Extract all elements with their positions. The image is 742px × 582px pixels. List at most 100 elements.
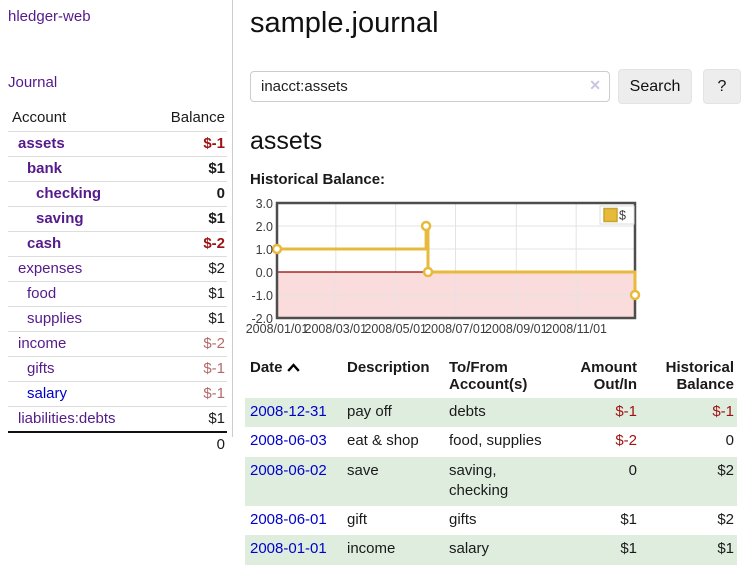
- transaction-accounts: saving, checking: [449, 461, 509, 499]
- transaction-balance: 0: [725, 432, 734, 450]
- transaction-date-link[interactable]: 2008-06-01: [250, 511, 327, 528]
- account-balance: $-2: [203, 235, 225, 252]
- chart-data-point: [420, 220, 432, 232]
- search-button[interactable]: Search: [618, 69, 692, 104]
- transaction-accounts: salary: [449, 540, 490, 558]
- account-row: bank $1: [8, 157, 227, 182]
- account-row: food $1: [8, 282, 227, 307]
- account-row: gifts $-1: [8, 357, 227, 382]
- sidebar-item-journal[interactable]: Journal: [8, 74, 58, 91]
- page-title: sample.journal: [250, 7, 439, 39]
- chart-data-point: [629, 289, 641, 301]
- account-link-cash[interactable]: cash: [27, 235, 62, 252]
- search-input[interactable]: [250, 71, 610, 102]
- transaction-balance: $1: [717, 540, 734, 558]
- chart-title: Historical Balance:: [250, 171, 386, 188]
- account-row: salary $-1: [8, 382, 227, 407]
- balance-chart-svg: $ 3.0 2.0 1.0 0.0 -1.0 -2.0 2008/01/01 2…: [246, 197, 641, 336]
- account-link-gifts[interactable]: gifts: [27, 360, 55, 377]
- transaction-date-link[interactable]: 2008-06-03: [250, 432, 327, 450]
- account-link-supplies[interactable]: supplies: [27, 310, 83, 327]
- account-link-bank[interactable]: bank: [27, 160, 63, 177]
- balance-column-header: Balance: [170, 109, 225, 126]
- account-balance: $-1: [203, 135, 225, 152]
- legend-label: $: [619, 209, 626, 223]
- account-link-liabilities-debts[interactable]: liabilities:debts: [18, 410, 116, 427]
- amount-column-header: Amount Out/In: [580, 359, 637, 393]
- y-tick: 0.0: [256, 266, 273, 280]
- chart-legend: $: [599, 205, 635, 225]
- transaction-balance: $2: [717, 461, 734, 479]
- register-row: 2008-06-01 gift gifts $1 $2: [245, 506, 737, 535]
- transaction-amount: 0: [628, 461, 637, 479]
- search-input-wrap: ✕: [250, 71, 610, 102]
- account-row: income $-2: [8, 332, 227, 357]
- x-tick: 2008/01/01: [246, 322, 309, 336]
- y-tick: 2.0: [256, 220, 273, 234]
- sidebar-divider: [232, 0, 233, 437]
- chart-x-axis: 2008/01/01 2008/03/01 2008/05/01 2008/07…: [246, 322, 607, 336]
- transaction-description: eat & shop: [347, 432, 419, 450]
- legend-swatch: [603, 207, 618, 223]
- transaction-date-link[interactable]: 2008-12-31: [250, 403, 327, 420]
- transaction-description: pay off: [347, 403, 392, 420]
- account-link-checking[interactable]: checking: [36, 185, 102, 202]
- account-link-income[interactable]: income: [18, 335, 67, 352]
- accounts-header-row: Account Balance: [8, 105, 227, 132]
- transaction-balance: $2: [717, 511, 734, 528]
- account-link-food[interactable]: food: [27, 285, 57, 302]
- clear-search-icon[interactable]: ✕: [589, 77, 601, 93]
- transaction-description: gift: [347, 511, 368, 528]
- transaction-accounts: food, supplies: [449, 432, 542, 450]
- y-tick: 3.0: [256, 197, 273, 211]
- transaction-description: income: [347, 540, 396, 558]
- register-row: 2008-12-31 pay off debts $-1 $-1: [245, 398, 737, 428]
- account-link-expenses[interactable]: expenses: [18, 260, 83, 277]
- account-balance: 0: [216, 185, 225, 202]
- y-tick: 1.0: [256, 243, 273, 257]
- sidebar: hledger-web Journal Account Balance asse…: [8, 8, 227, 457]
- brand-link[interactable]: hledger-web: [8, 8, 91, 25]
- accounts-total-row: 0: [8, 431, 227, 457]
- register-row: 2008-01-01 income salary $1 $1: [245, 535, 737, 565]
- accounts-table: Account Balance assets $-1 bank $1 checkin…: [8, 105, 227, 457]
- x-tick: 2008/11/01: [545, 322, 607, 336]
- accounts-total-balance: 0: [148, 431, 227, 457]
- account-balance: $-1: [203, 360, 225, 377]
- account-row: liabilities:debts $1: [8, 407, 227, 432]
- date-column-header[interactable]: Date: [245, 356, 342, 398]
- account-balance: $1: [208, 285, 225, 302]
- chart-border: [275, 201, 637, 320]
- account-link-salary[interactable]: salary: [27, 385, 68, 402]
- chart-y-axis: 3.0 2.0 1.0 0.0 -1.0 -2.0: [251, 197, 273, 326]
- chart-data-point: [271, 243, 283, 255]
- chart-series-layer: [271, 220, 641, 301]
- sort-ascending-icon: [286, 362, 300, 372]
- y-tick: -1.0: [251, 289, 273, 303]
- x-tick: 2008/09/01: [485, 322, 548, 336]
- account-row: cash $-2: [8, 232, 227, 257]
- date-header-label: Date: [250, 359, 283, 376]
- account-row: supplies $1: [8, 307, 227, 332]
- transaction-amount: $1: [620, 511, 637, 528]
- account-link-assets[interactable]: assets: [18, 135, 65, 152]
- account-row: expenses $2: [8, 257, 227, 282]
- balance-column-header-register: Historical Balance: [665, 359, 734, 393]
- x-tick: 2008/07/01: [424, 322, 487, 336]
- help-button[interactable]: ?: [703, 69, 741, 104]
- transaction-amount: $-1: [615, 403, 637, 420]
- transaction-amount: $1: [620, 540, 637, 558]
- transaction-balance: $-1: [712, 403, 734, 420]
- search-bar: ✕ Search ?: [250, 69, 742, 104]
- transaction-date-link[interactable]: 2008-06-02: [250, 461, 327, 479]
- main-content: sample.journal ✕ Search ? assets Histori…: [245, 0, 742, 565]
- y-tick: -2.0: [251, 312, 273, 326]
- transaction-date-link[interactable]: 2008-01-01: [250, 540, 327, 558]
- account-balance: $2: [208, 260, 225, 277]
- account-balance: $1: [208, 310, 225, 327]
- transaction-description: save: [347, 461, 379, 479]
- account-link-saving[interactable]: saving: [36, 210, 84, 227]
- x-tick: 2008/03/01: [305, 322, 368, 336]
- account-balance: $1: [208, 160, 225, 177]
- transaction-amount: $-2: [615, 432, 637, 450]
